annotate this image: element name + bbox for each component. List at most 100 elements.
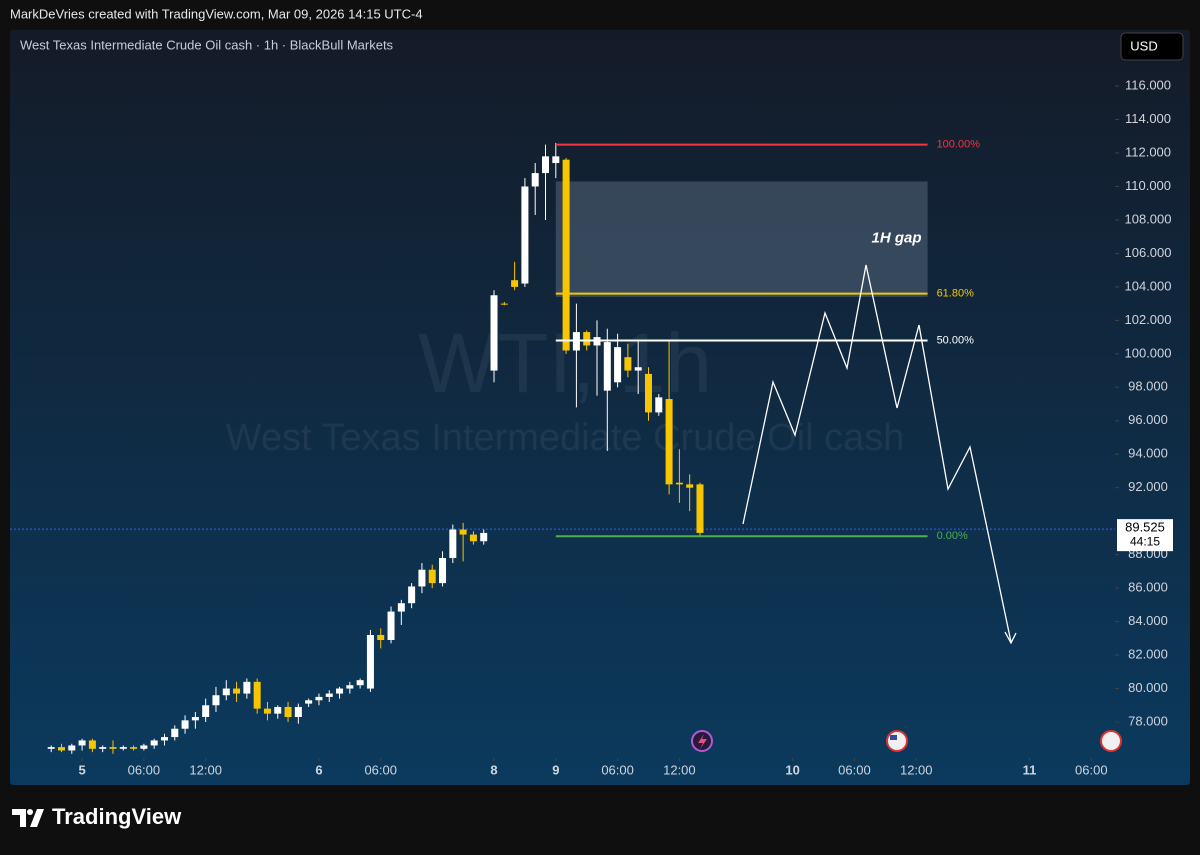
x-tick-label: 8 <box>490 762 497 777</box>
y-tick-label: 108.000 <box>1125 211 1172 226</box>
fib-label: 50.00% <box>937 334 975 346</box>
credit: MarkDeVries created with TradingView.com… <box>10 6 423 21</box>
candle-body <box>665 399 673 485</box>
y-tick-label: 110.000 <box>1125 178 1171 193</box>
candle-body <box>150 740 158 746</box>
candle-body <box>222 688 230 696</box>
candle-body <box>377 634 385 641</box>
gap-label: 1H gap <box>872 229 922 246</box>
projection-path <box>742 264 1012 643</box>
candle-body <box>655 397 663 413</box>
candle-body <box>603 342 611 391</box>
candle-body <box>284 706 292 717</box>
last-price-tag <box>1117 519 1173 552</box>
candle-body <box>387 611 395 641</box>
y-tick-label: 116.000 <box>1125 78 1171 93</box>
candle-body <box>160 737 168 741</box>
candle-body <box>366 634 374 689</box>
candle-body <box>243 681 251 694</box>
x-tick-label: 06:00 <box>128 762 161 777</box>
symbol-line: West Texas Intermediate Crude Oil cash ·… <box>20 37 394 52</box>
event-icon[interactable] <box>886 730 908 752</box>
x-tick-label: 12:00 <box>900 762 933 777</box>
logo: TradingView <box>12 804 182 829</box>
candle-body <box>583 332 591 346</box>
y-tick-label: 104.000 <box>1125 278 1172 293</box>
x-tick-label: 06:00 <box>364 762 397 777</box>
currency[interactable]: USD <box>1130 38 1157 53</box>
countdown: 44:15 <box>1130 534 1160 548</box>
candle-body <box>274 706 282 714</box>
y-tick-label: 100.000 <box>1125 345 1172 360</box>
candle-body <box>315 696 323 701</box>
candle-body <box>294 706 302 717</box>
x-tick-label: 9 <box>552 762 559 777</box>
x-tick-label: 06:00 <box>838 762 871 777</box>
y-tick-label: 94.000 <box>1128 446 1168 461</box>
candle-body <box>634 367 642 371</box>
candle-body <box>397 603 405 612</box>
candle-body <box>686 484 694 488</box>
candle-body <box>418 569 426 587</box>
candle-body <box>191 716 199 721</box>
candle-body <box>644 373 652 413</box>
candle-body <box>531 173 539 187</box>
x-tick-label: 11 <box>1023 762 1037 777</box>
x-tick-label: 06:00 <box>601 762 634 777</box>
logo-mark <box>12 809 44 827</box>
candle-body <box>500 303 508 305</box>
candle-body <box>696 484 704 533</box>
candle-body <box>408 586 416 604</box>
candle-body <box>325 693 333 697</box>
event-bolt <box>698 734 707 749</box>
y-tick-label: 106.000 <box>1125 245 1172 260</box>
candle-body <box>171 728 179 738</box>
y-tick-label: 80.000 <box>1128 680 1168 695</box>
y-tick-label: 92.000 <box>1128 479 1168 494</box>
candle-body <box>109 747 117 749</box>
candle-body <box>88 740 96 749</box>
candle-body <box>521 186 529 284</box>
y-tick-label: 78.000 <box>1128 713 1168 728</box>
candle-body <box>233 688 241 694</box>
candle-body <box>469 534 477 542</box>
candle-body <box>47 747 55 749</box>
x-tick-label: 10 <box>785 762 799 777</box>
candle-body <box>119 747 127 749</box>
x-tick-label: 6 <box>315 762 322 777</box>
fib-label: 61.80% <box>937 287 975 299</box>
y-tick-label: 98.000 <box>1128 379 1168 394</box>
fib-label: 100.00% <box>937 139 981 151</box>
candle-body <box>459 529 467 535</box>
candle-body <box>181 720 189 729</box>
candle-body <box>542 156 550 174</box>
candle-body <box>346 685 354 689</box>
candle-body <box>490 295 498 371</box>
projection-arrow <box>1004 631 1017 645</box>
x-tick-label: 5 <box>78 762 85 777</box>
watermark: West Texas Intermediate Crude Oil cash <box>226 417 905 459</box>
flag-canton <box>890 735 897 740</box>
y-tick-label: 96.000 <box>1128 412 1168 427</box>
candle-body <box>140 745 148 749</box>
currency-button[interactable] <box>1120 32 1184 61</box>
candle-body <box>624 357 632 371</box>
event-icon[interactable] <box>1100 730 1122 752</box>
candle-body <box>480 532 488 542</box>
y-tick-label: 86.000 <box>1128 580 1168 595</box>
y-tick-label: 112.000 <box>1125 144 1171 159</box>
x-tick-label: 06:00 <box>1075 762 1108 777</box>
candle-body <box>253 681 261 709</box>
candle-body <box>212 695 220 706</box>
candle-body <box>356 680 364 686</box>
y-tick-label: 82.000 <box>1128 647 1168 662</box>
candle-body <box>449 529 457 559</box>
fib-label: 0.00% <box>937 530 968 542</box>
candle-body <box>99 747 107 749</box>
candle-body <box>552 156 560 164</box>
x-tick-label: 12:00 <box>663 762 696 777</box>
candle-body <box>511 280 519 287</box>
